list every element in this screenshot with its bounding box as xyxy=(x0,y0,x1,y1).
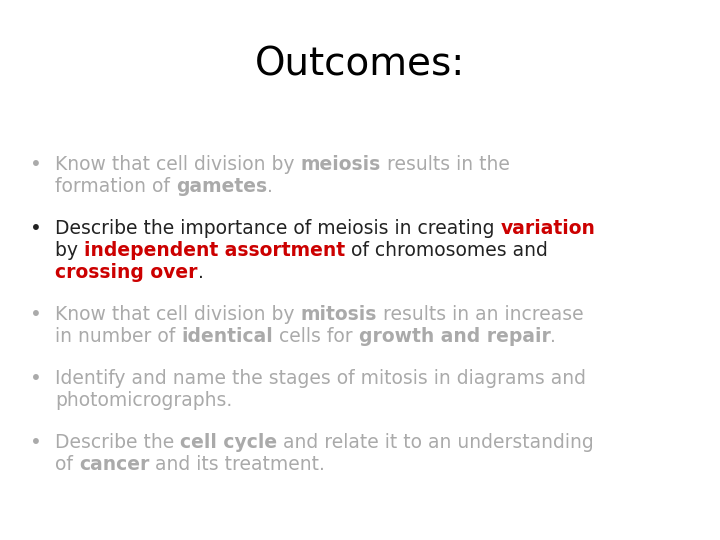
Text: •: • xyxy=(30,155,42,174)
Text: cell cycle: cell cycle xyxy=(180,433,277,452)
Text: .: . xyxy=(197,263,203,282)
Text: cells for: cells for xyxy=(273,327,359,346)
Text: variation: variation xyxy=(500,219,595,238)
Text: Know that cell division by: Know that cell division by xyxy=(55,155,300,174)
Text: cancer: cancer xyxy=(79,455,149,474)
Text: •: • xyxy=(30,305,42,324)
Text: Outcomes:: Outcomes: xyxy=(255,45,465,83)
Text: crossing over: crossing over xyxy=(55,263,197,282)
Text: •: • xyxy=(30,369,42,388)
Text: results in an increase: results in an increase xyxy=(377,305,583,324)
Text: independent assortment: independent assortment xyxy=(84,241,345,260)
Text: growth and repair: growth and repair xyxy=(359,327,551,346)
Text: Describe the importance of meiosis in creating: Describe the importance of meiosis in cr… xyxy=(55,219,500,238)
Text: •: • xyxy=(30,433,42,452)
Text: by: by xyxy=(55,241,84,260)
Text: results in the: results in the xyxy=(381,155,510,174)
Text: •: • xyxy=(30,219,42,238)
Text: of chromosomes and: of chromosomes and xyxy=(345,241,548,260)
Text: photomicrographs.: photomicrographs. xyxy=(55,391,233,410)
Text: in number of: in number of xyxy=(55,327,181,346)
Text: of: of xyxy=(55,455,79,474)
Text: identical: identical xyxy=(181,327,273,346)
Text: Identify and name the stages of mitosis in diagrams and: Identify and name the stages of mitosis … xyxy=(55,369,586,388)
Text: formation of: formation of xyxy=(55,177,176,196)
Text: Know that cell division by: Know that cell division by xyxy=(55,305,300,324)
Text: meiosis: meiosis xyxy=(300,155,381,174)
Text: .: . xyxy=(551,327,557,346)
Text: gametes: gametes xyxy=(176,177,267,196)
Text: Describe the: Describe the xyxy=(55,433,180,452)
Text: and its treatment.: and its treatment. xyxy=(149,455,325,474)
Text: mitosis: mitosis xyxy=(300,305,377,324)
Text: .: . xyxy=(267,177,273,196)
Text: and relate it to an understanding: and relate it to an understanding xyxy=(277,433,594,452)
